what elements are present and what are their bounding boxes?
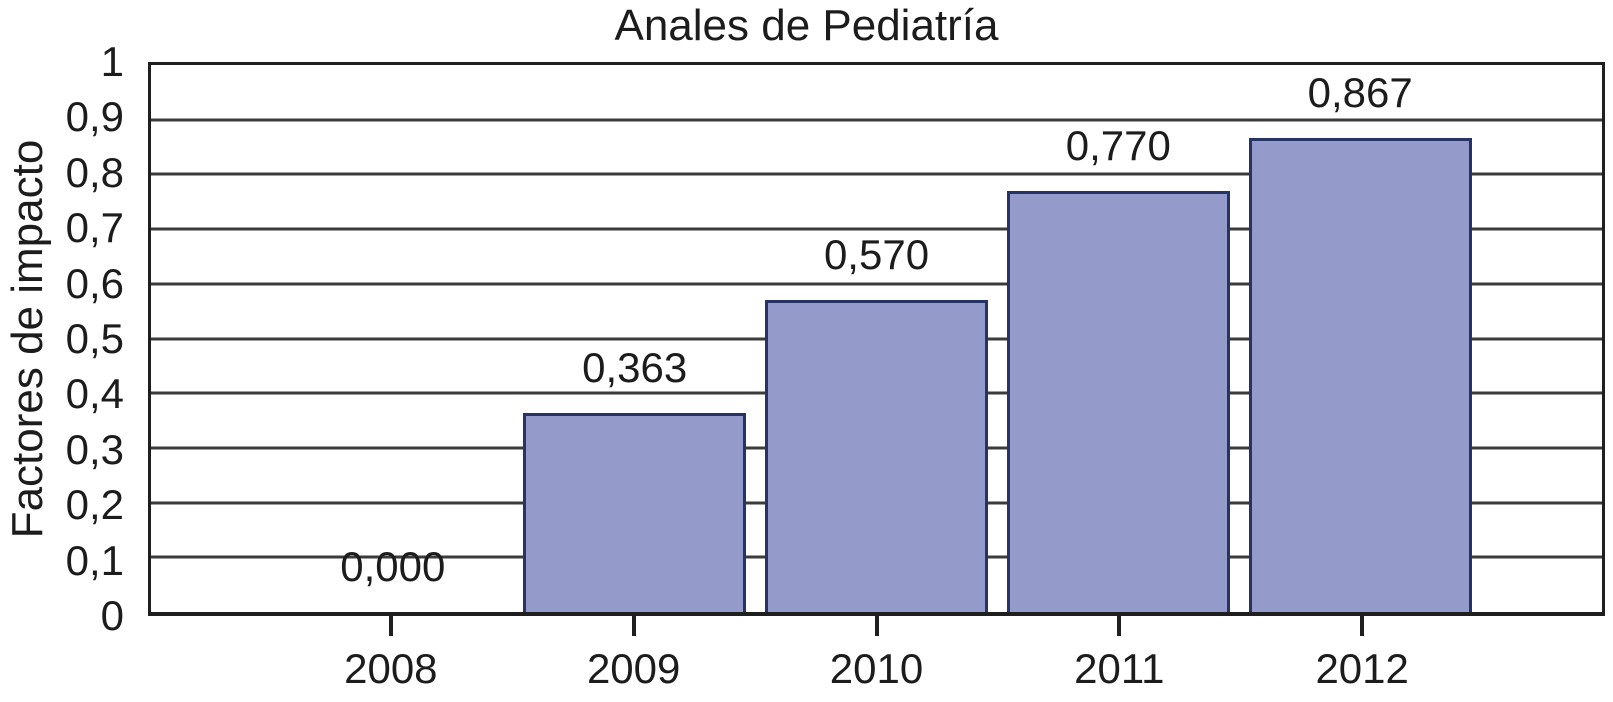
x-tick	[874, 616, 879, 636]
plot-area: 0,000 0,363 0,570 0,770 0,867	[148, 62, 1605, 616]
bar-value-label: 0,570	[823, 231, 930, 279]
gridline	[151, 118, 1602, 122]
x-tick-label: 2011	[1074, 645, 1165, 692]
x-axis: 2008 2009 2010 2011 2012	[148, 616, 1605, 702]
chart-title: Anales de Pediatría	[614, 1, 999, 50]
gridline	[151, 227, 1602, 231]
bar-value-label: 0,770	[1065, 121, 1171, 169]
y-tick-label: 0,5	[65, 315, 124, 362]
bar-value-label: 0,363	[582, 344, 688, 392]
y-tick-label: 0,3	[65, 425, 124, 473]
bar-value-label: 0,867	[1307, 68, 1413, 116]
x-tick	[631, 616, 636, 636]
y-tick-label: 0,4	[65, 370, 124, 418]
x-tick-label: 2010	[829, 645, 924, 692]
gridline	[151, 282, 1602, 286]
bar-2009	[523, 413, 747, 612]
x-tick	[1117, 616, 1122, 636]
y-tick-label: 0,1	[65, 536, 124, 584]
bar-2010	[764, 300, 988, 612]
bar-2012	[1248, 137, 1472, 612]
y-tick-label: 0,2	[65, 481, 124, 529]
y-tick-label: 0,7	[65, 204, 124, 252]
x-tick-label: 2008	[344, 645, 438, 692]
x-tick	[1360, 616, 1365, 636]
y-tick-label: 0,6	[65, 259, 124, 307]
gridline	[151, 172, 1602, 176]
y-axis-tick-labels: 0 0,1 0,2 0,3 0,4 0,5 0,6 0,7 0,8 0,9 1	[0, 41, 136, 637]
y-tick-label: 0	[100, 592, 124, 639]
bar-2011	[1006, 190, 1230, 612]
y-tick-label: 0,9	[65, 93, 124, 141]
bar-value-label: 0,000	[340, 543, 446, 590]
y-tick-label: 0,8	[65, 148, 124, 196]
x-tick	[388, 616, 393, 636]
x-tick-label: 2012	[1315, 645, 1409, 692]
y-tick-label: 1	[100, 38, 124, 85]
x-tick-label: 2009	[586, 645, 681, 692]
